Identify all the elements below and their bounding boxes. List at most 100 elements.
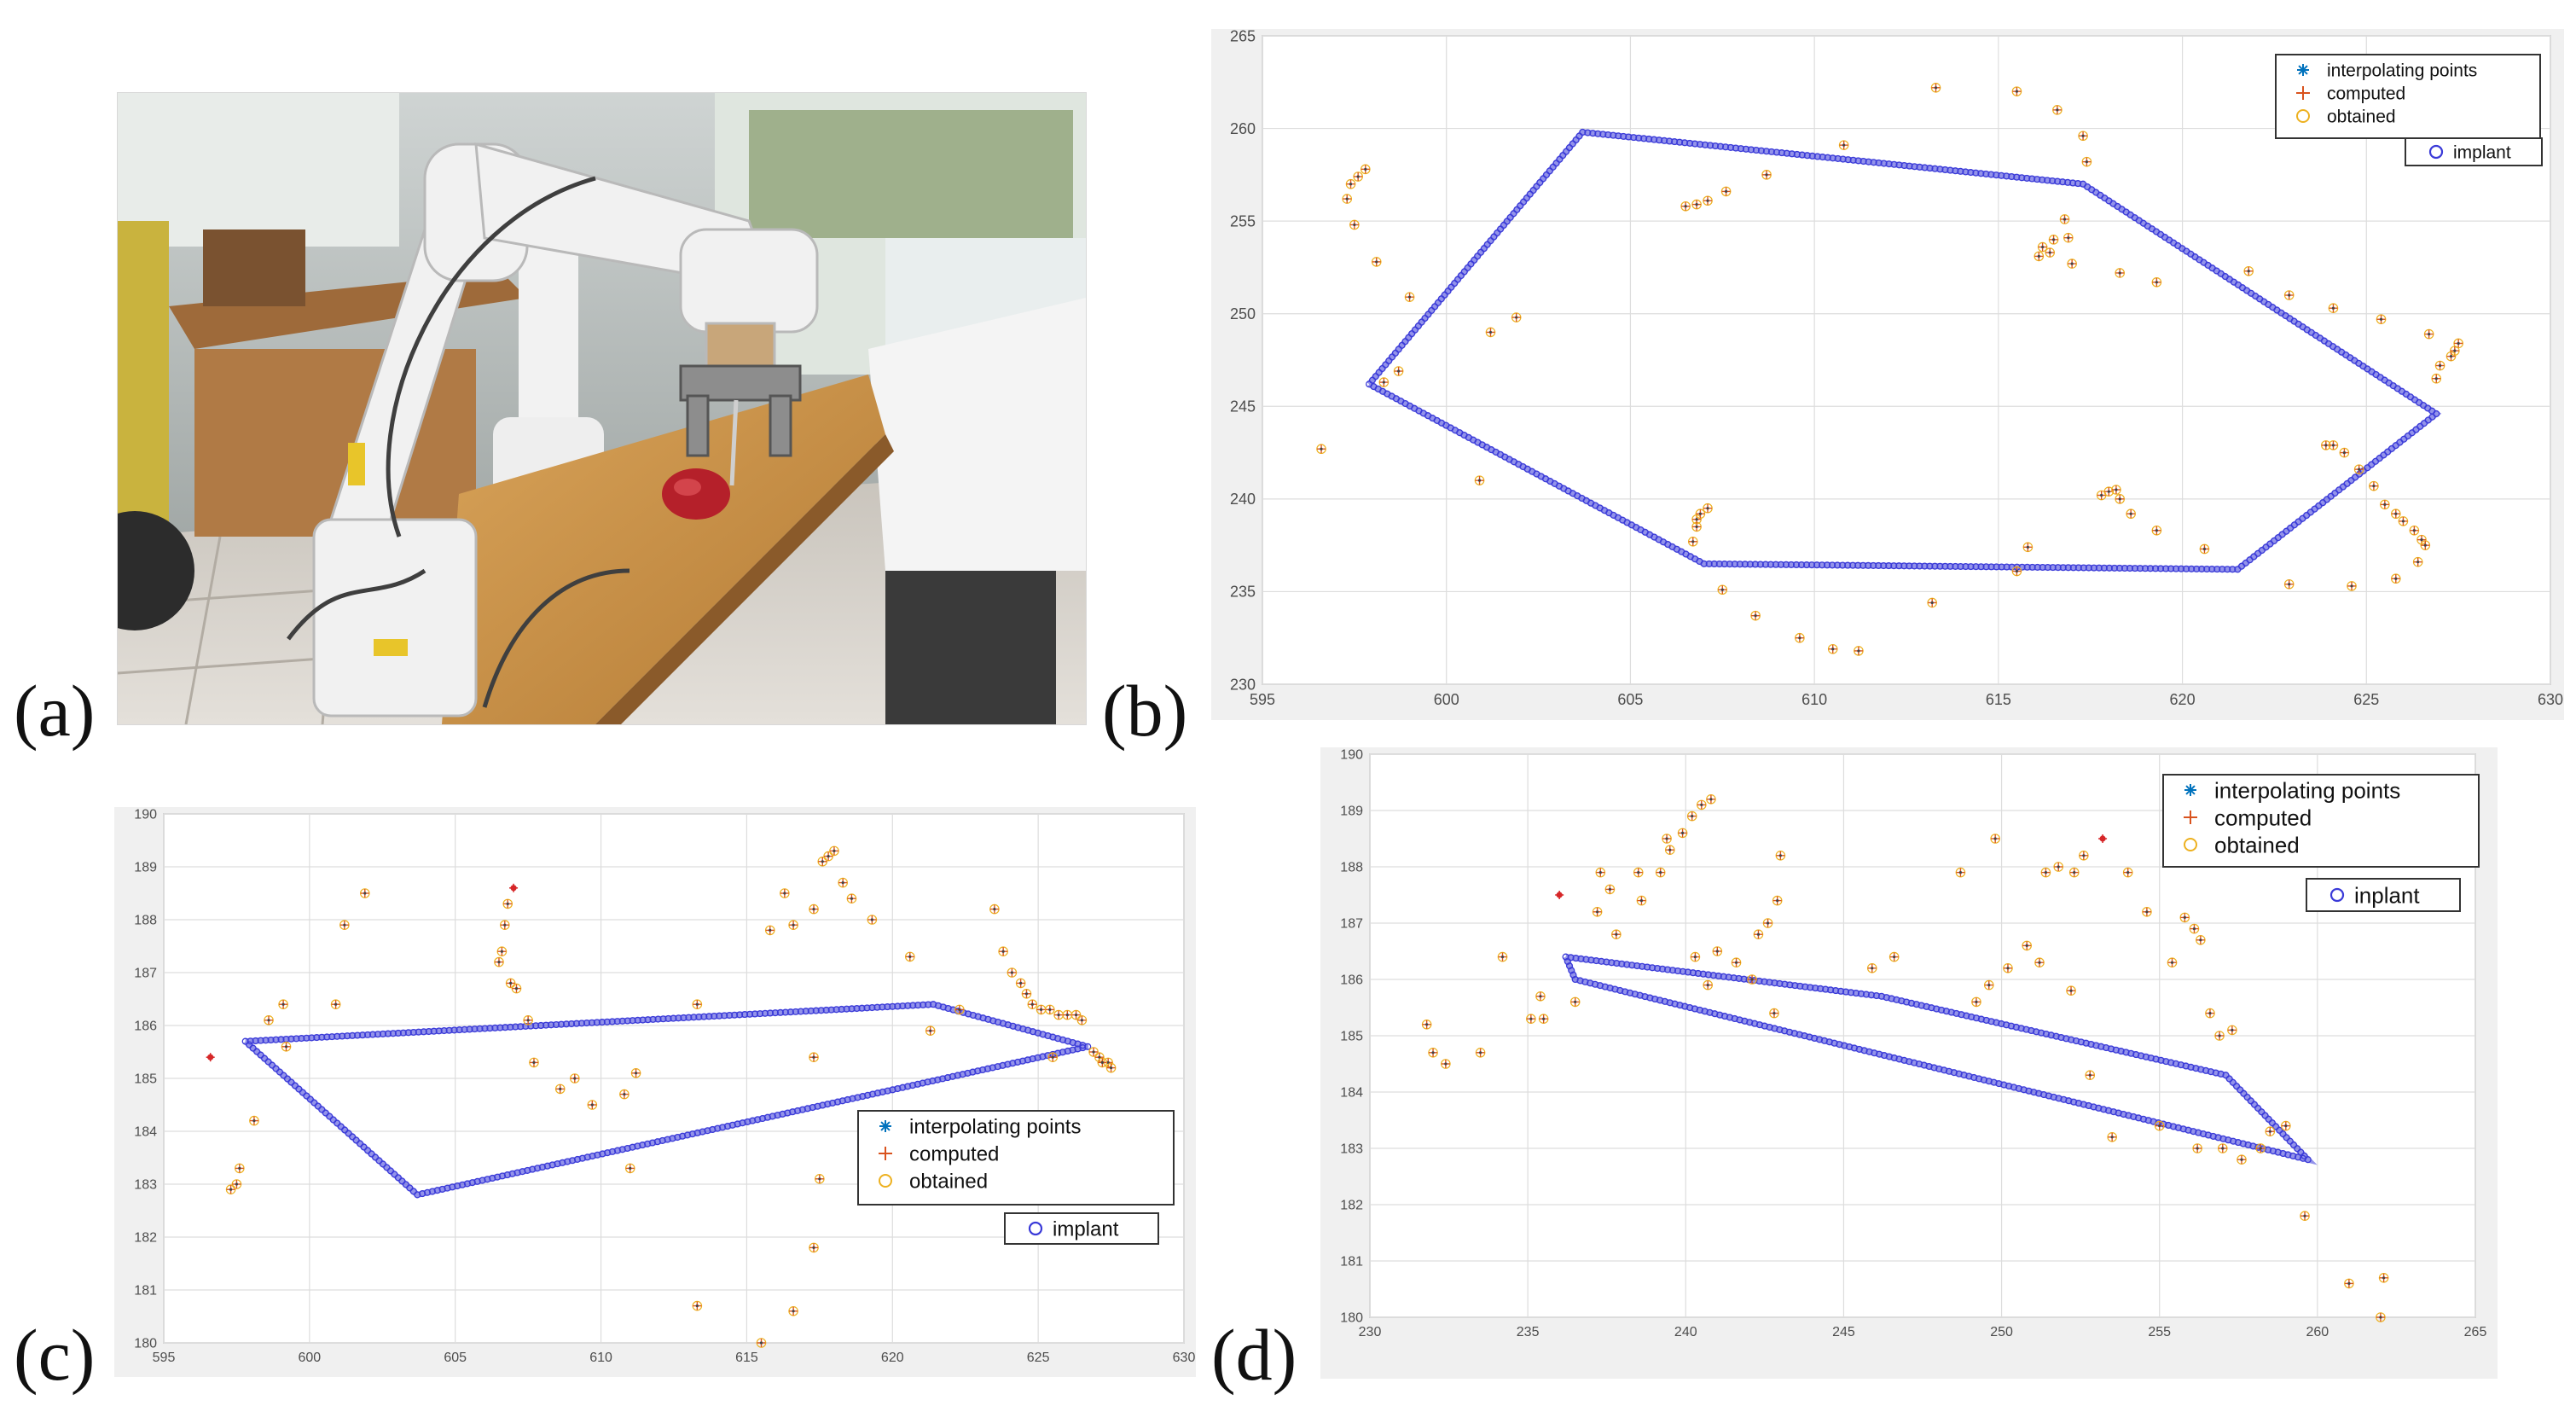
data-point xyxy=(281,1041,292,1052)
data-point xyxy=(780,888,790,898)
y-tick-label: 265 xyxy=(1230,29,1256,44)
implant-point xyxy=(287,1078,295,1086)
data-point xyxy=(823,851,833,862)
implant-point xyxy=(1694,969,1702,978)
implant-point xyxy=(2082,1039,2090,1047)
implant-point xyxy=(588,1019,595,1026)
implant-point xyxy=(889,1002,896,1010)
data-point xyxy=(989,903,1000,915)
implant-point xyxy=(2005,1082,2013,1090)
implant-point xyxy=(2039,176,2046,183)
x-tick-label: 595 xyxy=(153,1351,176,1365)
implant-point xyxy=(798,1106,806,1113)
implant-point xyxy=(1701,1008,1709,1015)
data-point xyxy=(2300,1211,2310,1221)
y-tick-label: 255 xyxy=(1230,212,1256,229)
implant-point xyxy=(1817,985,1825,992)
implant-point xyxy=(1963,1012,1970,1020)
implant-point xyxy=(649,1015,657,1023)
implant-point xyxy=(383,1164,391,1171)
implant-point xyxy=(349,1031,357,1039)
implant-point xyxy=(1796,982,1804,990)
implant-point xyxy=(1982,563,1990,571)
implant-point xyxy=(1811,1034,1819,1043)
implant-point xyxy=(2037,1029,2045,1037)
data-point xyxy=(1731,957,1742,967)
data-point xyxy=(1361,164,1371,175)
data-point xyxy=(2378,1272,2389,1283)
implant-point xyxy=(1859,157,1867,166)
implant-point xyxy=(2141,565,2150,572)
data-point xyxy=(1076,1015,1088,1025)
implant-point xyxy=(1686,139,1694,147)
implant-point xyxy=(2105,564,2113,572)
data-point xyxy=(1717,584,1728,596)
implant-point xyxy=(679,1132,687,1140)
implant-point xyxy=(543,1162,551,1170)
implant-point xyxy=(1850,1044,1858,1052)
implant-point xyxy=(2208,566,2216,573)
data-point xyxy=(1747,974,1757,985)
data-point xyxy=(2040,867,2051,878)
implant-point xyxy=(524,1166,531,1174)
data-point xyxy=(809,903,819,915)
data-point xyxy=(278,999,288,1009)
x-tick-label: 245 xyxy=(1832,1325,1855,1339)
implant-point xyxy=(2269,1147,2277,1155)
implant-point xyxy=(1829,154,1836,162)
implant-point xyxy=(2044,564,2051,572)
implant-point xyxy=(1947,562,1954,570)
implant-point xyxy=(1084,1043,1092,1050)
implant-point xyxy=(1611,985,1619,993)
implant-point xyxy=(864,1091,872,1099)
data-point xyxy=(2237,1154,2247,1165)
x-tick-label: 605 xyxy=(444,1351,467,1365)
implant-point xyxy=(1676,138,1684,146)
robot-arm-photo xyxy=(117,92,1087,725)
implant-point xyxy=(779,1110,786,1118)
data-point xyxy=(1712,946,1723,956)
implant-point xyxy=(1625,133,1633,141)
implant-point xyxy=(363,1147,372,1154)
data-point xyxy=(1421,1019,1432,1030)
implant-point xyxy=(1982,170,1990,177)
implant-point xyxy=(1069,1046,1076,1054)
implant-point xyxy=(1844,561,1852,569)
chart-b: 595 600 605 610 615 620 625 630 230 235 240 245 250 2… xyxy=(1230,29,2563,708)
x-tick-label: 595 xyxy=(1250,691,1275,708)
implant-point xyxy=(496,1024,504,1031)
data-point xyxy=(1027,999,1038,1009)
implant-point xyxy=(534,1165,542,1172)
implant-point xyxy=(253,1048,261,1055)
implant-point xyxy=(1720,1013,1729,1020)
implant-point xyxy=(2074,180,2082,188)
data-point xyxy=(1990,834,2000,844)
implant-point xyxy=(1761,561,1769,568)
legend-label: interpolating points xyxy=(2327,61,2477,81)
x-tick-label: 235 xyxy=(1517,1325,1540,1339)
implant-point xyxy=(1704,971,1712,979)
implant-point xyxy=(1034,1054,1041,1061)
highlight-point xyxy=(1555,891,1564,899)
implant-point xyxy=(989,1064,996,1072)
implant-point xyxy=(1594,130,1602,137)
implant-point xyxy=(695,1013,703,1021)
data-point xyxy=(1105,1062,1117,1073)
data-point xyxy=(2037,241,2048,253)
data-point xyxy=(2107,1131,2117,1142)
implant-point xyxy=(2197,1066,2205,1073)
x-tick-label: 230 xyxy=(1359,1325,1382,1339)
implant-point xyxy=(280,1072,287,1079)
data-point xyxy=(2431,373,2442,384)
implant-point xyxy=(512,1023,519,1031)
implant-point xyxy=(2222,1072,2230,1079)
implant-point xyxy=(2261,1112,2269,1119)
implant-point xyxy=(1587,979,1594,987)
data-point xyxy=(2068,867,2080,878)
data-point xyxy=(2022,940,2032,951)
implant-point xyxy=(914,1002,922,1009)
implant-point xyxy=(2132,1051,2140,1059)
implant-point xyxy=(406,1184,414,1192)
implant-point xyxy=(789,1108,797,1116)
data-point xyxy=(1316,444,1326,455)
